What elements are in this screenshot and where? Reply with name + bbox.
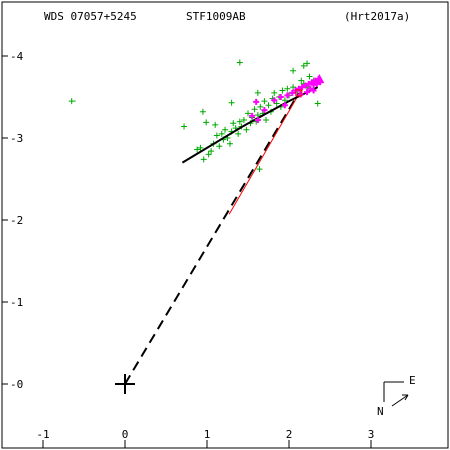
- y-tick-label: -4: [10, 50, 24, 63]
- green-measure-point: [236, 118, 243, 125]
- green-measure-point: [245, 110, 251, 117]
- green-measure-point: [304, 60, 311, 67]
- green-measure-point: [222, 126, 229, 133]
- green-measure-point: [263, 116, 270, 123]
- green-measure-point: [298, 77, 305, 84]
- green-measure-point: [203, 119, 210, 126]
- green-measure-point: [199, 108, 206, 115]
- green-measure-point: [261, 98, 268, 105]
- green-measure-point: [273, 100, 280, 107]
- magenta-measure-point: [289, 89, 296, 96]
- magenta-measures: [249, 73, 325, 123]
- magenta-measure-point: [295, 85, 302, 92]
- green-measure-point: [236, 59, 243, 66]
- green-measure-point: [300, 62, 307, 69]
- green-measure-point: [306, 73, 313, 80]
- green-measure-point: [228, 99, 235, 106]
- magenta-measure-point: [297, 91, 304, 98]
- magenta-measure-point: [277, 94, 284, 100]
- primary-marker: [115, 374, 135, 394]
- green-measure-point: [240, 116, 247, 123]
- magenta-measure-point: [281, 102, 288, 109]
- x-tick-label: 2: [286, 428, 293, 441]
- compass-east-label: E: [409, 374, 416, 387]
- compass: E N: [377, 374, 416, 418]
- green-measure-point: [218, 130, 225, 137]
- magenta-measure-point: [310, 87, 317, 94]
- magenta-measure-point: [253, 98, 260, 105]
- latest-measure-triangle: [314, 73, 325, 83]
- x-tick-label: 0: [122, 428, 129, 441]
- green-measure-point: [213, 132, 220, 139]
- green-measure-point: [208, 148, 215, 155]
- green-measure-point: [279, 87, 286, 94]
- green-measure-point: [251, 106, 258, 113]
- magenta-measure-point: [249, 112, 256, 119]
- primary-star-cross: [115, 374, 135, 394]
- motion-arrow-shaft: [391, 394, 409, 407]
- green-measure-point: [290, 84, 297, 91]
- y-tick-label: -3: [10, 132, 23, 145]
- header-wds: WDS 07057+5245: [44, 10, 137, 23]
- green-measure-point: [257, 103, 264, 110]
- anchor-point: [295, 89, 303, 97]
- green-measure-point: [314, 100, 321, 107]
- magenta-measure-point: [254, 116, 261, 123]
- compass-north-label: N: [377, 405, 384, 418]
- green-measure-point: [265, 102, 272, 109]
- green-measure-point: [284, 85, 291, 92]
- magenta-measure-point: [304, 89, 311, 96]
- x-tick-label: 1: [204, 428, 211, 441]
- y-tick-label: -1: [10, 296, 23, 309]
- y-tick-label: -2: [10, 214, 23, 227]
- magenta-measure-point: [271, 97, 278, 104]
- green-measure-point: [271, 89, 278, 96]
- y-axis: -4 -3 -2 -1 -0: [1, 2, 24, 448]
- magenta-measure-point: [299, 84, 306, 91]
- header-reference: (Hrt2017a): [344, 10, 410, 23]
- x-axis: -1 0 1 2 3: [2, 428, 448, 449]
- green-measure-point: [230, 120, 237, 127]
- green-measure-point: [226, 140, 233, 147]
- x-tick-label: -1: [36, 428, 49, 441]
- green-measure-point: [216, 143, 223, 150]
- green-measure-point: [205, 151, 212, 158]
- green-measure-point: [243, 126, 250, 133]
- motion-arrow-head: [402, 394, 409, 401]
- magenta-measure-point: [261, 107, 268, 114]
- x-tick-label: 3: [368, 428, 375, 441]
- green-measure-point: [212, 121, 219, 128]
- header-discoverer: STF1009AB: [186, 10, 246, 23]
- residual-line: [228, 86, 304, 215]
- green-measure-point: [254, 89, 261, 96]
- magenta-measure-point: [307, 85, 314, 92]
- green-measure-point: [256, 166, 263, 173]
- green-measure-point: [197, 144, 204, 151]
- green-measure-point: [235, 130, 242, 137]
- magenta-measure-point: [302, 82, 309, 89]
- green-measure-point: [181, 123, 188, 130]
- magenta-measure-point: [284, 92, 291, 99]
- companion-line: [124, 92, 300, 385]
- green-measure-point: [68, 98, 75, 105]
- y-tick-label: -0: [10, 378, 23, 391]
- green-measure-point: [290, 67, 297, 74]
- green-measure-point: [200, 156, 207, 163]
- green-measure-point: [194, 146, 201, 153]
